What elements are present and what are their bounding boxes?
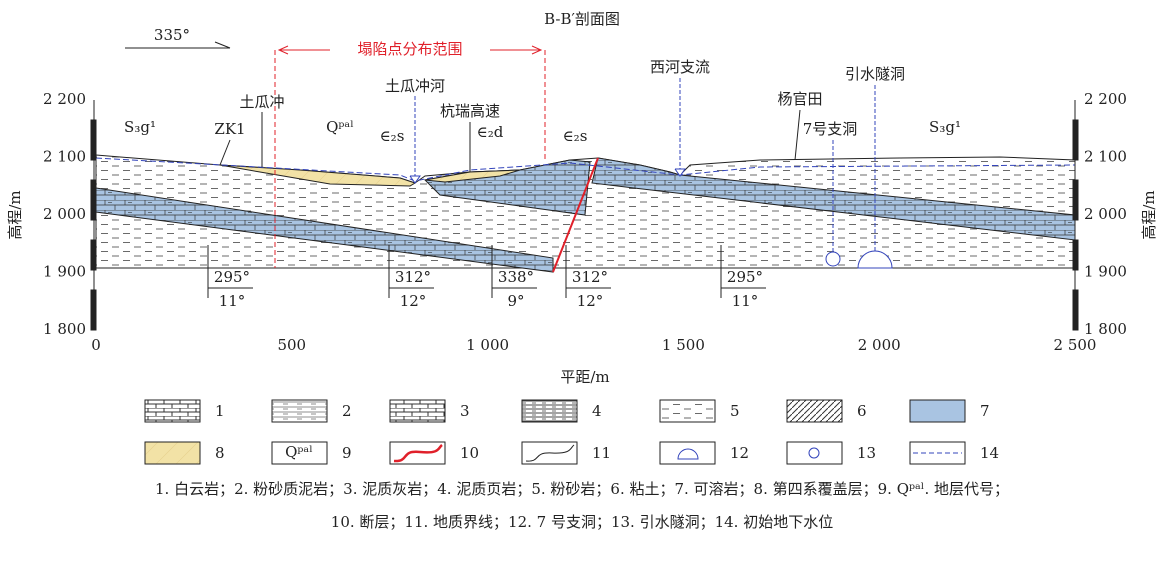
legend-swatch	[272, 400, 327, 422]
legend-item: 1	[145, 400, 225, 422]
caption: 10. 断层；11. 地质界线；12. 7 号支洞；13. 引水隧洞；14. 初…	[331, 513, 833, 531]
x-tick-label: 2 000	[858, 336, 901, 354]
y-tick-label: 1 800	[43, 320, 86, 338]
direction: 335°	[154, 26, 190, 44]
strata-label: S₃g¹	[124, 118, 156, 136]
x-tick-label: 0	[91, 336, 101, 354]
place-label: 西河支流	[650, 58, 710, 76]
x-tick-label: 1 000	[466, 336, 509, 354]
legend-number: 8	[215, 444, 225, 462]
y-tick-label: 2 100	[1084, 148, 1127, 166]
place-label: 杭瑞高速	[440, 102, 500, 120]
x-tick-label: 2 500	[1054, 336, 1097, 354]
place-label: 引水隧洞	[845, 65, 905, 83]
dip-direction: 338°	[498, 268, 534, 286]
legend-number: 10	[460, 444, 479, 462]
legend-item: 11	[522, 442, 611, 464]
dip-angle: 9°	[507, 292, 524, 310]
legend-item: 4	[522, 400, 602, 422]
diversion-tunnel	[826, 252, 840, 266]
place-label: ZK1	[214, 120, 245, 138]
legend-swatch-pattern	[390, 400, 445, 422]
legend-swatch	[910, 400, 965, 422]
legend-number: 6	[857, 402, 867, 420]
legend-swatch	[522, 400, 577, 422]
legend-number: 5	[730, 402, 740, 420]
legend-number: 12	[730, 444, 749, 462]
strata-label: S₃g¹	[929, 118, 961, 136]
y-axis-label: 高程/m	[1140, 190, 1158, 239]
legend-item: 5	[660, 400, 740, 422]
strata-label: ∈₂s	[380, 127, 405, 145]
legend-swatch	[787, 400, 842, 422]
legend-item: 14	[910, 442, 999, 464]
y-tick-label: 2 100	[43, 148, 86, 166]
y-tick-label: 1 900	[1084, 263, 1127, 281]
legend-swatch	[660, 400, 715, 422]
strata-label: ∈₂s	[563, 127, 588, 145]
legend-number: 14	[980, 444, 999, 462]
legend-item: 12	[660, 442, 749, 464]
legend-number: 11	[592, 444, 611, 462]
legend-number: 9	[342, 444, 352, 462]
legend-number: 3	[460, 402, 470, 420]
legend-item: 7	[910, 400, 990, 422]
legend-number: 4	[592, 402, 602, 420]
legend-item: 3	[390, 400, 470, 422]
section	[96, 155, 1075, 272]
legend-item: Qᵖᵃˡ 9	[272, 442, 352, 464]
y-tick-label: 2 000	[43, 205, 86, 223]
x-axis-label: 平距/m	[560, 368, 609, 386]
caption: 1. 白云岩；2. 粉砂质泥岩；3. 泥质灰岩；4. 泥质页岩；5. 粉砂岩；6…	[155, 480, 1009, 498]
y-axis-label: 高程/m	[6, 190, 24, 239]
legend-number: 1	[215, 402, 225, 420]
place-label: 土瓜冲河	[385, 77, 445, 95]
legend-swatch	[145, 442, 200, 464]
strata-label: ∈₂d	[477, 123, 504, 141]
dip-direction: 295°	[214, 268, 250, 286]
x-tick-label: 500	[277, 336, 306, 354]
y-tick-label: 1 900	[43, 263, 86, 281]
dip-direction: 295°	[727, 268, 763, 286]
collapse-range: 塌陷点分布范围	[357, 40, 462, 58]
legend-item: 8	[145, 442, 225, 464]
y-tick-label: 2 000	[1084, 205, 1127, 223]
legend-symbol: Qᵖᵃˡ	[285, 443, 313, 461]
legend-item: 2	[272, 400, 352, 422]
strata-label: Qᵖᵃˡ	[326, 118, 354, 136]
place-label: 杨官田	[777, 90, 822, 108]
dip-angle: 11°	[219, 292, 246, 310]
legend-item: 6	[787, 400, 867, 422]
title: B-B′剖面图	[544, 10, 620, 28]
y-tick-label: 2 200	[43, 90, 86, 108]
legend-tunnel	[809, 448, 819, 458]
legend-swatch	[145, 400, 200, 422]
dip-angle: 12°	[577, 292, 604, 310]
y-tick-label: 2 200	[1084, 90, 1127, 108]
legend-number: 13	[857, 444, 876, 462]
place-label: 土瓜冲	[239, 93, 284, 111]
dip-angle: 12°	[400, 292, 427, 310]
geologic-section: B-B′剖面图 335° 塌陷点分布范围 高程/m 高程/m 平距/m 2 20…	[0, 0, 1165, 559]
legend-number: 2	[342, 402, 352, 420]
x-tick-label: 1 500	[662, 336, 705, 354]
legend-item: 10	[390, 442, 479, 464]
dip-direction: 312°	[395, 268, 431, 286]
dip-angle: 11°	[732, 292, 759, 310]
dip-direction: 312°	[572, 268, 608, 286]
legend-item: 13	[787, 442, 876, 464]
legend-number: 7	[980, 402, 990, 420]
place-label: 7号支洞	[803, 120, 858, 138]
